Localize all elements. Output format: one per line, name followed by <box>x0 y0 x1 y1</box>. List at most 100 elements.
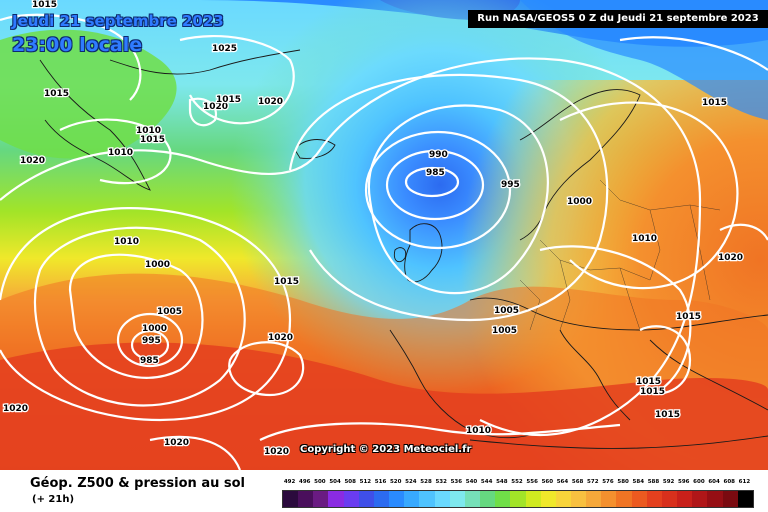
scale-swatch <box>661 491 678 507</box>
isobar-label: 1020 <box>268 333 293 343</box>
scale-swatch <box>464 491 481 507</box>
scale-swatch <box>525 491 541 507</box>
scale-label: 496 <box>298 479 311 485</box>
scale-swatch <box>555 491 571 507</box>
scale-label: 548 <box>496 479 508 485</box>
isobar-label: 1020 <box>3 404 28 414</box>
scale-swatch <box>722 491 738 507</box>
isobar-label: 995 <box>501 180 520 190</box>
isobar-label: 1000 <box>142 324 167 334</box>
scale-swatch <box>298 491 314 507</box>
scale-swatch <box>570 491 587 507</box>
scale-swatch <box>373 491 390 507</box>
isobar-label: 1005 <box>494 306 519 316</box>
z500-pressure-map: 1015 1025 1015 1020 1015 1020 1010 1015 … <box>0 0 768 470</box>
isobar-label: 1020 <box>718 253 743 263</box>
forecast-offset: (+ 21h) <box>32 494 75 505</box>
scale-swatch <box>404 491 420 507</box>
scale-swatch <box>389 491 405 507</box>
scale-label: 504 <box>329 479 341 485</box>
scale-label: 572 <box>587 479 599 485</box>
scale-swatch <box>495 491 511 507</box>
isobar-label: 1005 <box>492 326 517 336</box>
scale-label: 544 <box>480 479 493 485</box>
legend-footer: Géop. Z500 & pression au sol (+ 21h) 492… <box>0 470 768 512</box>
isobar-label: 1010 <box>632 234 657 244</box>
isobar-label: 1015 <box>655 410 680 420</box>
isobar-label: 1020 <box>264 447 289 457</box>
scale-swatch <box>480 491 496 507</box>
scale-label: 608 <box>723 479 735 485</box>
scale-label: 532 <box>435 479 447 485</box>
scale-swatch <box>707 491 723 507</box>
isobar-label: 1015 <box>216 95 241 105</box>
scale-swatch <box>586 491 602 507</box>
scale-swatch <box>616 491 632 507</box>
scale-label: 552 <box>511 479 523 485</box>
scale-swatch <box>737 491 753 507</box>
borders <box>519 179 721 331</box>
isobar-label: 1015 <box>702 98 727 108</box>
scale-label: 564 <box>556 479 569 485</box>
scale-swatch <box>313 491 329 507</box>
scale-label: 560 <box>541 479 554 485</box>
forecast-time: 23:00 locale <box>12 34 143 56</box>
isobar-label: 1015 <box>636 377 661 387</box>
scale-swatch <box>328 491 344 507</box>
scale-label: 600 <box>693 479 705 485</box>
scale-label: 556 <box>526 479 538 485</box>
isobar-label: 1020 <box>164 438 189 448</box>
scale-label: 540 <box>465 479 478 485</box>
isobar-labels: 1015 1025 1015 1020 1015 1020 1010 1015 … <box>2 0 745 458</box>
scale-swatch <box>434 491 450 507</box>
scale-swatch <box>419 491 435 507</box>
scale-label: 528 <box>420 479 432 485</box>
isobar-label: 1005 <box>157 307 182 317</box>
isobar-label: 1000 <box>145 260 170 270</box>
isobar-label: 995 <box>142 336 161 346</box>
isobar-label: 1010 <box>108 148 133 158</box>
isobar-lines <box>0 13 768 470</box>
isobar-label: 1015 <box>32 0 57 10</box>
scale-label: 536 <box>450 479 463 485</box>
scale-swatch <box>343 491 359 507</box>
scale-label: 584 <box>632 479 645 485</box>
scale-label: 580 <box>617 479 629 485</box>
isobar-label: 990 <box>429 150 448 160</box>
isobar-label: 1015 <box>140 135 165 145</box>
scale-label: 612 <box>738 479 751 485</box>
isobar-label: 1010 <box>114 237 139 247</box>
map-title: Géop. Z500 & pression au sol <box>30 476 245 491</box>
scale-swatch <box>677 491 693 507</box>
scale-swatch <box>692 491 708 507</box>
copyright-text: Copyright © 2023 Meteociel.fr <box>300 444 472 455</box>
scale-label: 508 <box>344 479 356 485</box>
scale-swatch <box>510 491 526 507</box>
isobar-label: 1010 <box>136 126 161 136</box>
scale-label: 524 <box>405 479 417 485</box>
scale-label: 592 <box>662 479 675 485</box>
scale-swatch <box>283 491 299 507</box>
isobar-label: 1020 <box>20 156 45 166</box>
scale-swatch <box>646 491 662 507</box>
scale-swatch <box>631 491 647 507</box>
scale-swatch <box>358 491 374 507</box>
scale-swatch <box>540 491 556 507</box>
isobar-label: 1015 <box>274 277 299 287</box>
scale-label: 520 <box>389 479 402 485</box>
scale-label: 512 <box>359 479 372 485</box>
scale-label: 588 <box>647 479 660 485</box>
isobar-label: 1015 <box>676 312 701 322</box>
isobar-label: 1010 <box>466 426 491 436</box>
scale-label: 516 <box>374 479 387 485</box>
model-run-label: Run NASA/GEOS5 0 Z du Jeudi 21 septembre… <box>468 10 768 28</box>
scale-label: 596 <box>678 479 690 485</box>
color-scale-bar <box>282 490 754 508</box>
isobar-label: 1020 <box>203 102 228 112</box>
isobar-label: 1015 <box>640 387 665 397</box>
color-scale-labels: 492 496 500 504 508 512 516 520 524 528 532 536 540 5… <box>282 479 754 489</box>
isobar-label: 1020 <box>258 97 283 107</box>
field-blue-northeast <box>520 0 768 120</box>
scale-label: 568 <box>571 479 584 485</box>
